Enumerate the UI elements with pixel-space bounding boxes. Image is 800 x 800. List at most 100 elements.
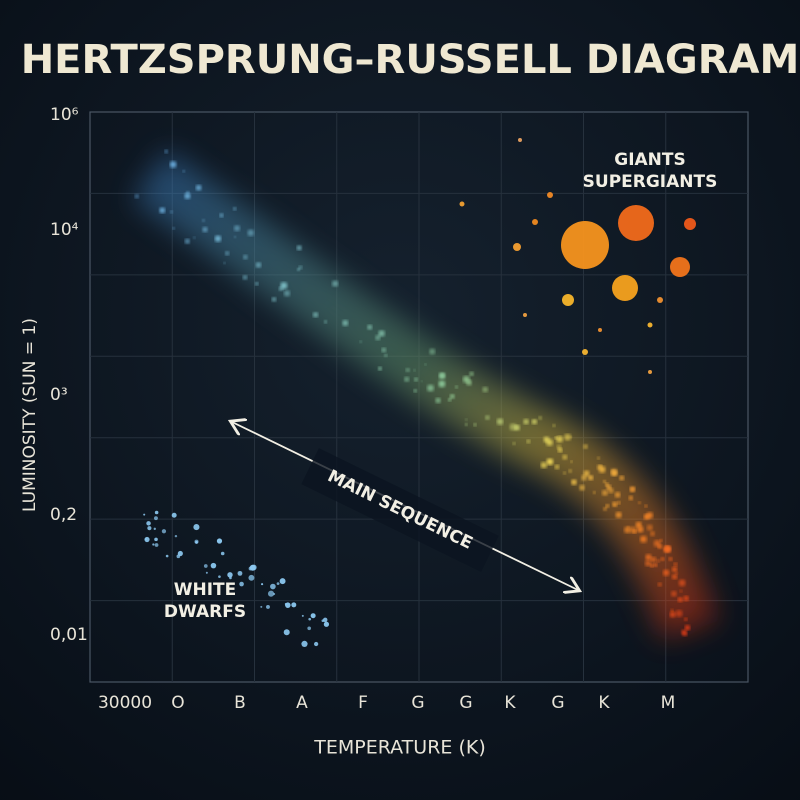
x-tick-label: K [504,693,516,713]
star [554,464,560,470]
star [447,398,452,402]
star [169,161,177,168]
giant-star [459,201,465,207]
white-dwarfs-label: WHITE [174,580,237,600]
star [134,194,139,199]
giant-star [598,328,602,332]
star [324,320,328,324]
star [619,475,625,481]
star [202,226,208,233]
star [296,245,302,251]
x-tick-label: O [171,693,184,713]
star [526,439,531,444]
x-tick-label: K [598,693,610,713]
star [413,389,417,393]
star [546,458,554,466]
star [603,507,607,511]
star [605,504,610,508]
giant-star [648,370,652,374]
y-tick-label: 0,2 [50,505,77,525]
star [653,539,661,548]
star [675,571,678,575]
star [579,484,585,491]
star [193,524,200,531]
star [169,210,173,214]
star [171,512,177,518]
star [332,280,339,287]
giant-star [523,313,527,317]
star [342,320,349,327]
y-tick-label: 0,01 [50,625,88,645]
star [602,489,608,496]
star [612,501,618,507]
star [543,436,550,443]
star [184,238,190,244]
giant-star [670,257,690,277]
giant-star [647,322,653,328]
star [266,604,270,609]
star [229,576,232,580]
star [531,419,538,425]
star [153,527,156,531]
star [271,297,277,302]
star [606,484,612,490]
star [635,521,642,528]
star [482,386,488,393]
star [270,583,276,590]
y-tick-label: 10⁶ [50,105,79,125]
giant-star [562,294,574,306]
star [671,574,678,580]
star [571,479,577,485]
giant-star [618,205,654,241]
star [298,265,303,270]
giant-star [532,219,538,225]
star [276,582,280,586]
star [234,235,237,238]
star [205,571,208,574]
star [629,526,637,534]
star [656,559,660,563]
star [239,581,244,587]
star [653,562,658,567]
y-axis-label: LUMINOSITY (SUN = 1) [20,318,40,512]
star [243,254,248,260]
star [554,436,558,440]
star [662,569,670,576]
star [671,566,678,572]
label-backdrop [301,448,499,572]
giant-star [657,297,663,303]
star [144,538,148,541]
star [564,433,571,441]
star [267,590,275,597]
star [384,353,388,357]
star [556,435,563,443]
star [203,564,208,568]
star [684,617,688,622]
star [684,624,691,631]
giants-label: SUPERGIANTS [583,172,718,192]
white-dwarfs-label: DWARFS [164,602,246,622]
star [512,441,516,446]
giant-star [684,218,696,230]
star [639,535,648,543]
star [255,262,262,268]
star [283,629,290,636]
star [583,444,588,449]
star [214,235,222,242]
star [650,556,657,563]
star [161,529,167,534]
star [220,551,225,556]
star [249,564,256,571]
star [645,560,651,567]
giant-star [518,138,522,142]
star [172,227,175,230]
star [218,575,221,578]
star [465,418,468,421]
star [232,207,237,211]
star [562,454,568,460]
x-tick-label: 30000 [98,693,152,713]
star [663,545,671,553]
star [597,456,601,460]
star [323,621,330,627]
